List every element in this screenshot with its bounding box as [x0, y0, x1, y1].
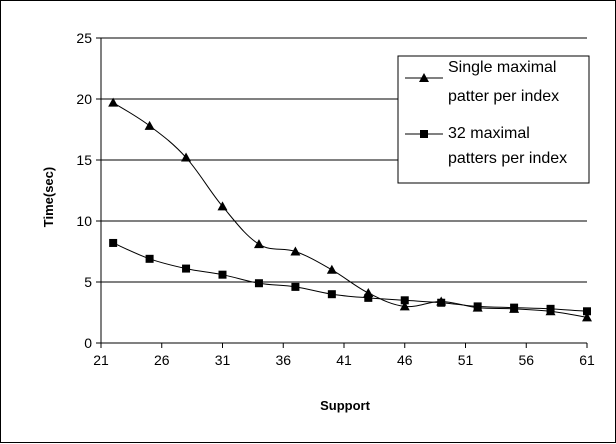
x-tick-label: 21 — [93, 352, 109, 368]
data-point-square — [546, 304, 555, 313]
data-point-square — [400, 296, 409, 305]
x-tick-label: 41 — [336, 352, 352, 368]
y-tick-label: 5 — [84, 274, 92, 290]
data-point-square — [182, 264, 191, 273]
x-tick-label: 46 — [397, 352, 413, 368]
data-point-square — [218, 270, 227, 279]
y-tick-label: 0 — [84, 335, 92, 351]
series-thirtytwo-maximal — [109, 238, 591, 316]
x-tick-label: 36 — [275, 352, 291, 368]
legend-label: Single maximal patter per index — [448, 59, 559, 105]
legend-marker-square — [420, 130, 428, 138]
legend-label: 32 maximal patters per index — [448, 125, 567, 167]
data-point-triangle — [326, 264, 337, 274]
tick-labels: 0 5 10 15 20 25 21 26 31 36 41 46 51 56 61 — [76, 30, 595, 368]
data-point-triangle — [253, 239, 264, 249]
data-point-square — [583, 307, 591, 316]
data-point-square — [109, 238, 118, 247]
x-tick-label: 56 — [518, 352, 534, 368]
y-tick-label: 15 — [76, 152, 92, 168]
legend-box — [397, 55, 590, 184]
y-tick-label: 20 — [76, 91, 92, 107]
x-tick-label: 51 — [458, 352, 474, 368]
legend: Single maximal patter per index 32 maximal… — [397, 55, 590, 184]
data-point-square — [145, 254, 154, 263]
series-line — [112, 242, 588, 312]
x-axis-title: Support — [320, 398, 370, 413]
data-point-square — [364, 293, 373, 302]
data-point-triangle — [217, 201, 228, 211]
data-point-triangle — [582, 312, 592, 322]
data-point-triangle — [108, 97, 119, 107]
data-point-triangle — [181, 152, 192, 162]
x-tick-label: 26 — [154, 352, 170, 368]
axes — [96, 37, 588, 348]
y-tick-label: 10 — [76, 213, 92, 229]
legend-entry: 32 maximal patters per index — [405, 125, 567, 167]
x-tick-label: 61 — [579, 352, 595, 368]
y-axis-title: Time(sec) — [41, 167, 56, 227]
legend-entry: Single maximal patter per index — [405, 59, 559, 105]
data-point-square — [437, 298, 446, 307]
y-tick-label: 25 — [76, 30, 92, 46]
data-point-square — [510, 303, 519, 312]
data-point-square — [291, 282, 300, 291]
legend-marker-triangle — [419, 73, 429, 82]
data-point-square — [327, 290, 336, 299]
x-tick-label: 31 — [215, 352, 231, 368]
series-layer — [108, 97, 592, 322]
data-point-square — [254, 279, 263, 288]
data-point-triangle — [399, 301, 410, 311]
data-point-triangle — [290, 246, 301, 256]
data-point-square — [473, 302, 482, 311]
data-point-triangle — [144, 120, 155, 130]
